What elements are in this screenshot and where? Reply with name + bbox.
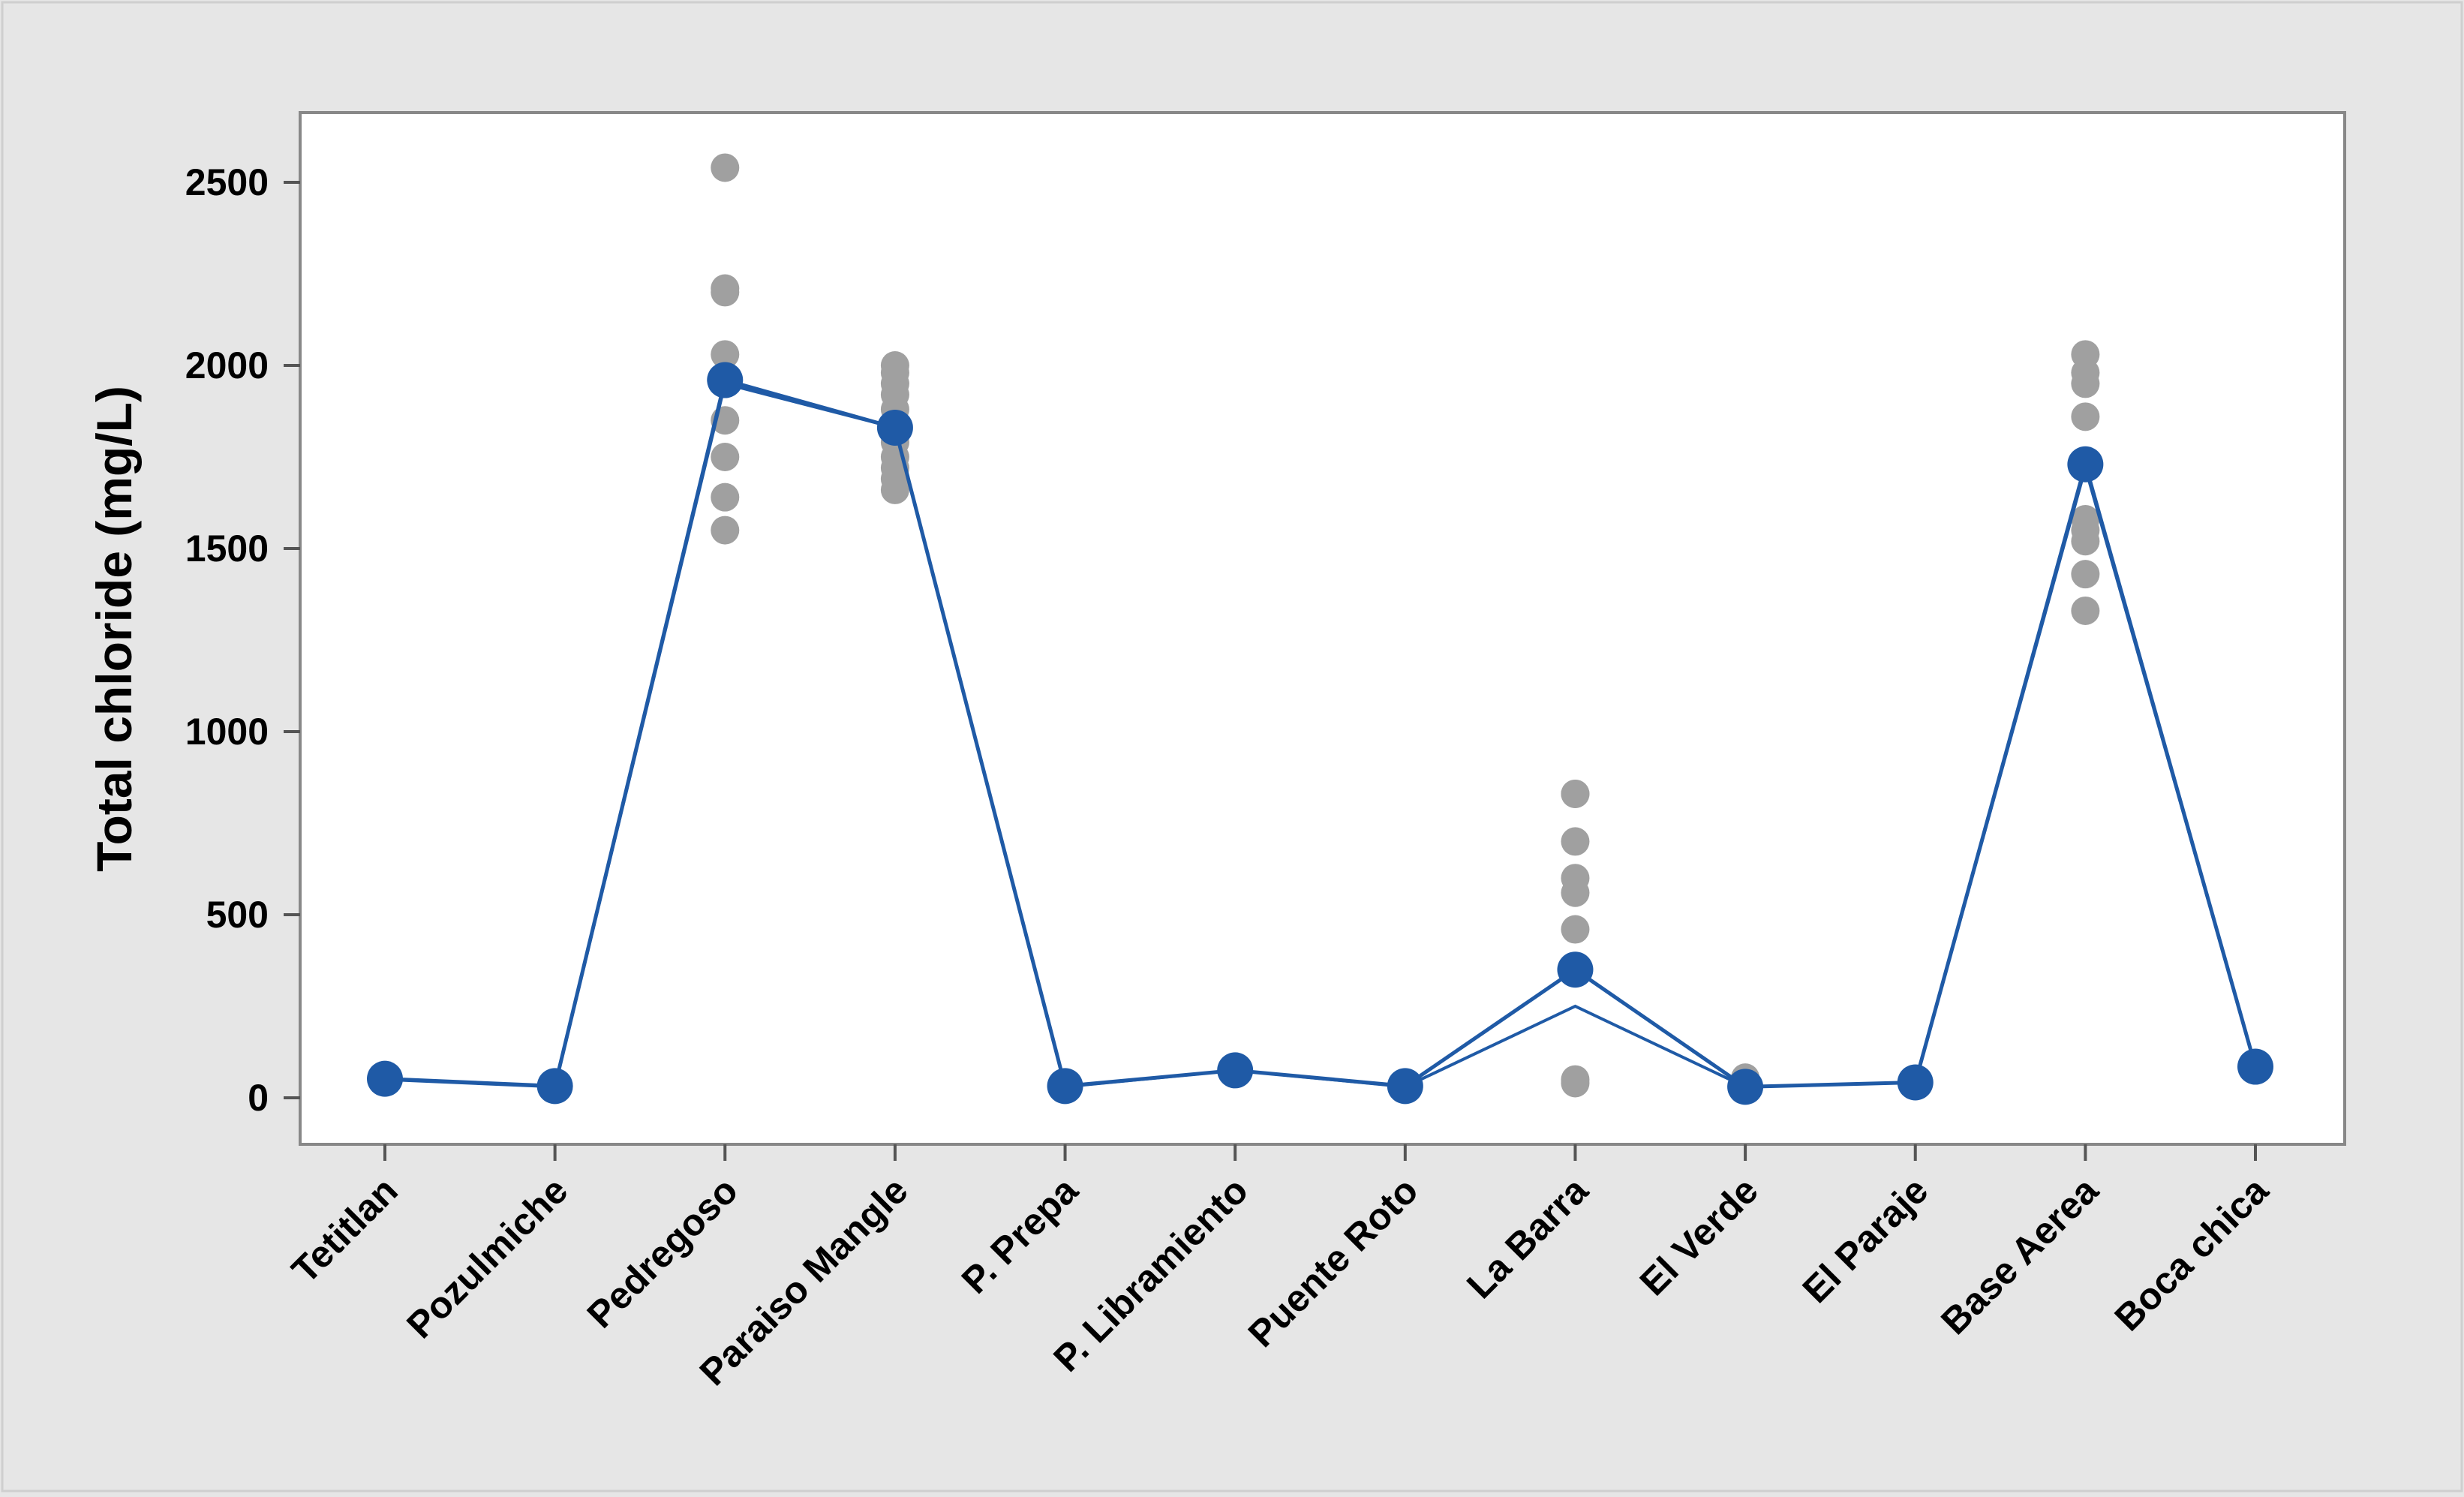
individual-value-point: [2071, 527, 2100, 556]
connect-lines: [384, 377, 2258, 1089]
y-tick-label: 2500: [185, 161, 269, 203]
y-tick-label: 500: [206, 894, 269, 936]
individual-value-point: [711, 516, 740, 545]
mean-point: [1727, 1069, 1764, 1105]
individual-value-point: [711, 443, 740, 471]
mean-point: [876, 409, 913, 446]
mean-point: [1557, 951, 1594, 988]
mean-point: [1217, 1052, 1254, 1089]
individual-value-point: [2071, 402, 2100, 431]
y-tick-label: 2000: [185, 344, 269, 386]
mean-point: [2237, 1048, 2273, 1085]
mean-point: [536, 1068, 573, 1105]
y-axis-label: Total chloride (mg/L): [86, 386, 142, 872]
mean-point: [1387, 1068, 1423, 1105]
individual-value-point: [1561, 915, 1590, 944]
plot-area: [299, 111, 2346, 1146]
individual-value-point: [1561, 779, 1590, 808]
individual-value-point: [711, 340, 740, 369]
individual-value-point: [711, 153, 740, 182]
y-tick-label: 0: [248, 1077, 269, 1119]
individual-value-point: [1561, 827, 1590, 856]
individual-value-point: [2071, 596, 2100, 625]
y-axis: 0 500 1000 1500 2000 2500: [185, 161, 300, 1119]
individual-value-point: [1561, 1069, 1590, 1098]
individual-value-point: [2071, 369, 2100, 398]
individual-value-point: [711, 482, 740, 512]
y-tick-label: 1500: [185, 528, 269, 570]
mean-points: [367, 362, 2273, 1105]
individual-value-point: [880, 475, 909, 504]
mean-point: [2067, 446, 2104, 482]
individual-value-point: [2071, 560, 2100, 589]
y-tick-label: 1000: [185, 711, 269, 753]
mean-point: [367, 1060, 403, 1097]
individual-value-point: [1561, 878, 1590, 907]
mean-point: [1047, 1068, 1083, 1105]
mean-point: [707, 362, 744, 398]
individual-value-point: [711, 278, 740, 307]
mean-connect-line: [384, 377, 2258, 1089]
mean-point: [1897, 1064, 1934, 1101]
